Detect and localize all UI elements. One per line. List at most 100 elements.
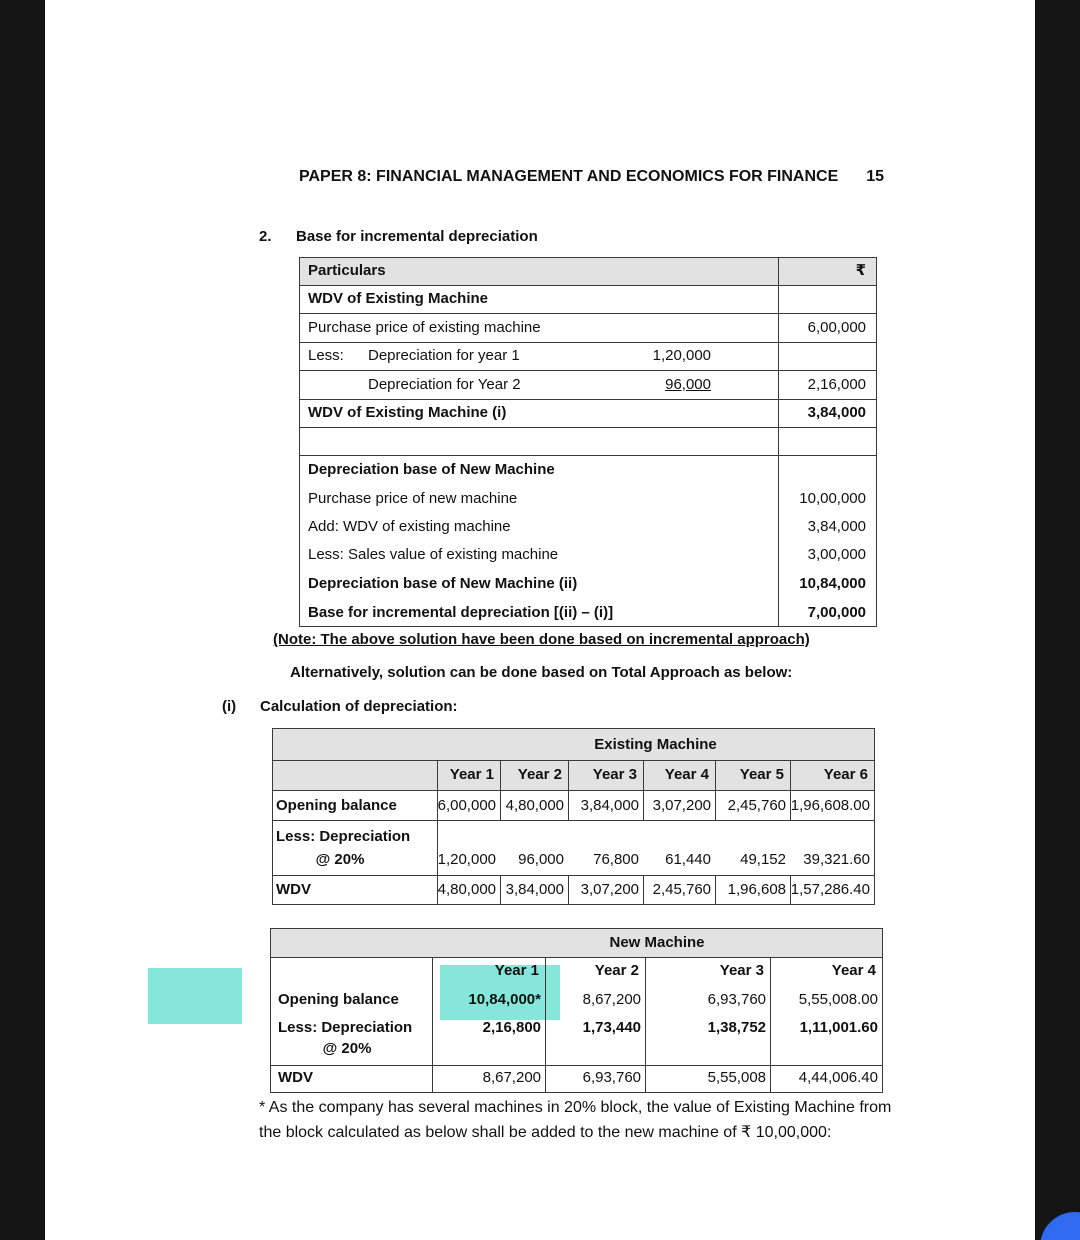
cell-value: 4,44,006.40 [798, 1069, 878, 1086]
rule [437, 760, 438, 905]
rule [432, 957, 433, 1093]
section-heading: Base for incremental depreciation [296, 228, 538, 245]
rule [500, 760, 501, 821]
cell-value: 3,84,000 [505, 881, 564, 898]
cell-value: 1,11,001.60 [799, 1019, 878, 1036]
cell-value: 3,07,200 [652, 797, 711, 814]
cell-value: 39,321.60 [803, 851, 870, 868]
footnote: the block calculated as below shall be a… [259, 1124, 832, 1141]
cell-value: 4,80,000 [505, 797, 564, 814]
rule [645, 957, 646, 1093]
row-label: WDV [276, 881, 311, 898]
year-header: Year 4 [664, 766, 709, 783]
highlight [440, 965, 560, 1020]
rule [299, 257, 300, 627]
footnote: * As the company has several machines in… [259, 1099, 892, 1116]
year-header: Year 2 [594, 962, 639, 979]
row-label: WDV of Existing Machine (i) [308, 404, 507, 421]
cell-value: 5,55,008 [707, 1069, 766, 1086]
amount: 10,00,000 [799, 490, 866, 507]
rule [500, 875, 501, 905]
rule [790, 875, 791, 905]
rule [643, 875, 644, 905]
cell-value: 3,84,000 [580, 797, 639, 814]
running-title: PAPER 8: FINANCIAL MANAGEMENT AND ECONOM… [299, 168, 839, 185]
year-header: Year 1 [449, 766, 494, 783]
row-label: Depreciation for Year 2 [368, 376, 521, 393]
cell-value: 1,57,286.40 [790, 881, 870, 898]
rule [270, 928, 883, 929]
row-label: Less: Depreciation [278, 1019, 413, 1036]
cell-value: 2,45,760 [727, 797, 786, 814]
cell-value: 8,67,200 [482, 1069, 541, 1086]
cell-value: 49,152 [740, 851, 786, 868]
row-sublabel: @ 20% [322, 1040, 372, 1057]
amount: 6,00,000 [807, 319, 866, 336]
rule [270, 928, 271, 1093]
amount: 3,84,000 [807, 518, 866, 535]
cell-value: 2,16,800 [482, 1019, 541, 1036]
rule [270, 1092, 883, 1093]
cell-value: 76,800 [593, 851, 639, 868]
cell-value: 96,000 [518, 851, 564, 868]
header-fill [270, 928, 882, 957]
cell-value: 61,440 [665, 851, 711, 868]
page-number: 15 [866, 168, 884, 185]
amount: 3,00,000 [807, 546, 866, 563]
rule [299, 285, 877, 286]
rule [874, 728, 875, 905]
row-label: Less: Sales value of existing machine [308, 546, 559, 563]
cell-value: 5,55,008.00 [798, 991, 878, 1008]
amount: 3,84,000 [807, 404, 866, 421]
rule [272, 728, 273, 905]
rule [643, 760, 644, 821]
rule [882, 928, 883, 1093]
alternative-note: Alternatively, solution can be done base… [290, 664, 793, 681]
right-bar [1035, 0, 1080, 1240]
row-label: Less: Depreciation [276, 828, 411, 845]
cell-value: 4,80,000 [437, 881, 496, 898]
year-header: Year 1 [494, 962, 539, 979]
cell-value: 1,96,608 [727, 881, 786, 898]
row-label: Purchase price of new machine [308, 490, 518, 507]
rule [568, 875, 569, 905]
rule [272, 875, 875, 876]
section-number: 2. [259, 228, 272, 245]
part-number: (i) [222, 698, 237, 715]
rule [545, 957, 546, 1093]
sub-amount: 96,000 [665, 376, 711, 393]
cell-value: 1,73,440 [582, 1019, 641, 1036]
year-header: Year 6 [823, 766, 868, 783]
column-header: ₹ [855, 262, 866, 279]
row-label: Depreciation for year 1 [368, 347, 520, 364]
cell-value: 1,38,752 [707, 1019, 766, 1036]
rule [770, 957, 771, 1093]
part-heading: Calculation of depreciation: [260, 698, 458, 715]
row-label: Opening balance [278, 991, 399, 1008]
rule [299, 257, 877, 258]
rule [299, 342, 877, 343]
row-label: Add: WDV of existing machine [308, 518, 511, 535]
row-label: Base for incremental depreciation [(ii) … [308, 604, 614, 621]
rule [270, 1065, 883, 1066]
cell-value: 1,96,608.00 [790, 797, 870, 814]
rule [299, 455, 877, 456]
row-label: Depreciation base of New Machine [308, 461, 555, 478]
rule [299, 427, 877, 428]
year-header: Year 2 [517, 766, 562, 783]
year-header: Year 3 [592, 766, 637, 783]
table-title: Existing Machine [594, 736, 717, 753]
header-fill [272, 728, 874, 790]
row-label: Purchase price of existing machine [308, 319, 541, 336]
rule [778, 257, 779, 627]
rule [299, 626, 877, 627]
note: (Note: The above solution have been done… [273, 631, 810, 648]
cell-value: 6,00,000 [437, 797, 496, 814]
cell-value: 6,93,760 [707, 991, 766, 1008]
cell-value: 6,93,760 [582, 1069, 641, 1086]
cell-value: 2,45,760 [652, 881, 711, 898]
table-title: New Machine [609, 934, 705, 951]
cell-value: 8,67,200 [582, 991, 641, 1008]
cell-value: 1,20,000 [437, 851, 496, 868]
